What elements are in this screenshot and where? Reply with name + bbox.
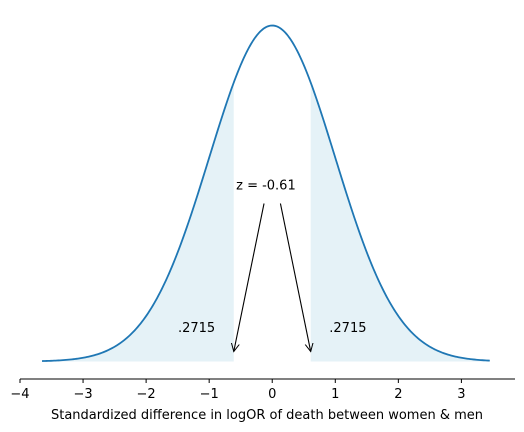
x-tick-label: −3 xyxy=(73,387,92,402)
annotation-arrow-right xyxy=(279,203,310,351)
shaded-region-left xyxy=(42,82,234,362)
shaded-regions: .2715 .2715 xyxy=(42,82,490,362)
x-tick-label: −4 xyxy=(10,387,29,402)
x-tick-label: 1 xyxy=(331,387,339,402)
annotation-arrow-left xyxy=(234,203,265,351)
x-tick-label: −1 xyxy=(200,387,219,402)
density-curve xyxy=(42,24,490,362)
x-tick-label: 3 xyxy=(457,387,465,402)
x-tick-label: 0 xyxy=(268,387,276,402)
x-axis-title: Standardized difference in logOR of deat… xyxy=(51,408,483,423)
x-tick-label: −2 xyxy=(137,387,156,402)
shaded-region-right xyxy=(310,82,490,362)
z-score-annotation: z = -0.61 xyxy=(236,179,296,194)
x-axis: −4 −3 −2 −1 0 1 2 3 xyxy=(10,378,515,402)
region-probability-label-right: .2715 xyxy=(329,321,366,336)
region-probability-label-left: .2715 xyxy=(178,321,215,336)
annotation-group: z = -0.61 xyxy=(234,179,311,352)
x-tick-label: 2 xyxy=(394,387,402,402)
